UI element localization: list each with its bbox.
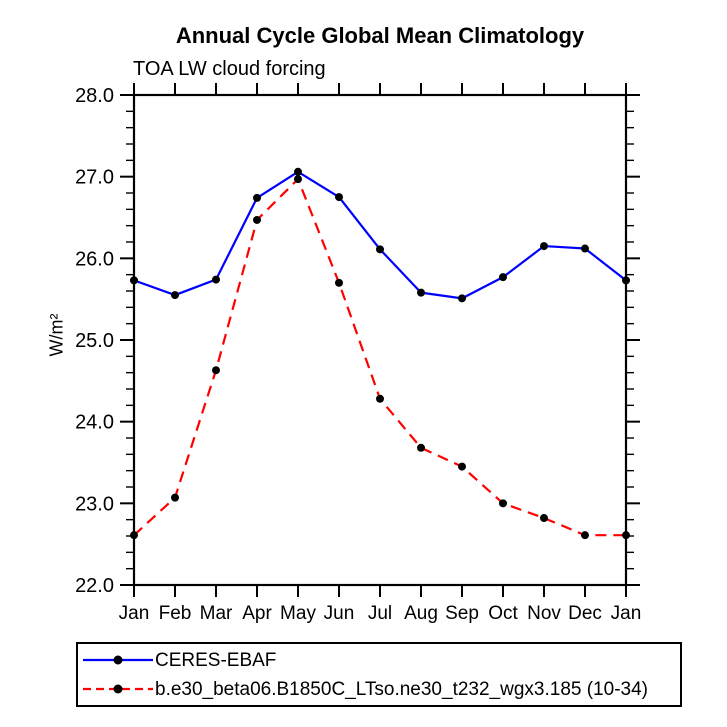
chart-title: Annual Cycle Global Mean Climatology: [175, 23, 585, 48]
chart-subtitle: TOA LW cloud forcing: [133, 58, 326, 80]
svg-text:28.0: 28.0: [75, 85, 114, 107]
svg-text:Mar: Mar: [200, 603, 233, 624]
svg-text:Jan: Jan: [119, 603, 150, 624]
svg-text:Jan: Jan: [611, 603, 642, 624]
svg-text:Jul: Jul: [368, 603, 392, 624]
svg-text:May: May: [280, 603, 316, 624]
svg-text:26.0: 26.0: [75, 248, 114, 270]
svg-text:Aug: Aug: [404, 603, 438, 624]
legend-item-ceres-ebaf: CERES-EBAF: [81, 647, 680, 673]
svg-text:27.0: 27.0: [75, 167, 114, 189]
legend: CERES-EBAF b.e30_beta06.B1850C_LTso.ne30…: [76, 642, 682, 707]
svg-text:Jun: Jun: [324, 603, 355, 624]
legend-line-sample-dashed-icon: [83, 684, 153, 694]
legend-label: b.e30_beta06.B1850C_LTso.ne30_t232_wgx3.…: [155, 678, 648, 700]
svg-text:Dec: Dec: [568, 603, 602, 624]
svg-text:Feb: Feb: [159, 603, 192, 624]
svg-text:24.0: 24.0: [75, 412, 114, 434]
svg-text:23.0: 23.0: [75, 493, 114, 515]
legend-line-sample-solid-icon: [83, 655, 153, 665]
svg-text:Oct: Oct: [488, 603, 518, 624]
svg-text:25.0: 25.0: [75, 330, 114, 352]
svg-text:Sep: Sep: [445, 603, 479, 624]
legend-item-model-run: b.e30_beta06.B1850C_LTso.ne30_t232_wgx3.…: [81, 676, 680, 702]
svg-text:22.0: 22.0: [75, 575, 114, 597]
legend-label: CERES-EBAF: [155, 649, 277, 671]
svg-text:Apr: Apr: [242, 603, 272, 624]
svg-text:Nov: Nov: [527, 603, 561, 624]
